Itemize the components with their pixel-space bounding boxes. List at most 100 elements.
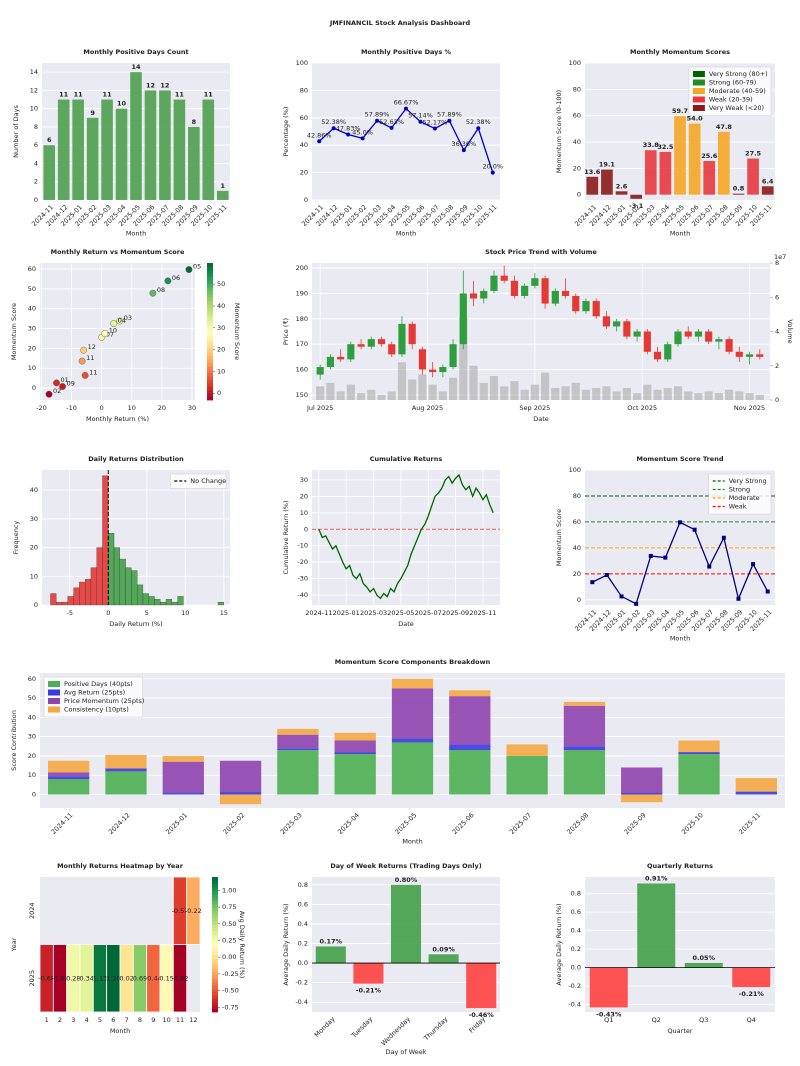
candle-body	[653, 351, 662, 360]
x-tick-label: 0	[106, 609, 110, 617]
data-label: 52.38%	[321, 118, 346, 126]
colorbar-segment	[207, 345, 213, 350]
volume-bar	[704, 391, 713, 400]
y-axis-label: Percentage (%)	[282, 107, 290, 157]
y-tick-label: 2025	[28, 970, 36, 987]
candle-body	[337, 356, 345, 360]
x-tick-label: 6	[111, 1016, 115, 1024]
stacked-bar-segment	[621, 794, 663, 803]
volume-bar	[479, 382, 488, 400]
stacked-bar-segment	[678, 752, 720, 754]
x-tick-label: -5	[66, 609, 72, 617]
y-tick-label: 20	[28, 752, 36, 760]
plot-area	[40, 263, 195, 400]
plot-area	[312, 470, 500, 605]
y-tick-label: 150	[296, 391, 308, 399]
y-tick-label: 0	[577, 596, 581, 604]
colorbar-segment	[212, 914, 218, 918]
candle-body	[510, 280, 518, 296]
colorbar-segment	[207, 393, 213, 397]
colorbar-segment	[212, 985, 218, 989]
volume-bar	[684, 391, 693, 400]
bar	[188, 126, 200, 200]
data-label: 13.6	[584, 168, 601, 176]
y-tick-label: -0.2	[295, 979, 308, 987]
marker	[604, 573, 609, 578]
x-tick-label: 10	[181, 609, 189, 617]
stacked-bar-segment	[277, 728, 319, 735]
y-tick-label: 100	[569, 59, 581, 67]
stacked-bar-segment	[277, 748, 319, 751]
colorbar-segment	[207, 310, 213, 315]
y-tick-label: 8	[34, 123, 38, 131]
y-tick-label: 0.6	[571, 908, 581, 916]
point	[80, 346, 88, 354]
y-tick-label: 10	[28, 364, 36, 372]
volume-bar	[541, 372, 550, 400]
colorbar-tick-label: 0	[217, 389, 221, 397]
x-tick-label: Jul 2025	[306, 404, 333, 412]
colorbar-segment	[212, 968, 218, 972]
colorbar-segment	[212, 917, 218, 922]
data-label: 11	[103, 91, 113, 99]
stacked-bar-segment	[334, 754, 376, 795]
y-tick-label: -0.4	[568, 1001, 581, 1009]
y-tick-label: 14	[30, 68, 38, 76]
bar	[637, 883, 676, 968]
volume-bar	[459, 317, 468, 400]
colorbar-tick-label: 50	[217, 280, 225, 288]
volume-bar	[469, 365, 478, 400]
cell-label: 0.34	[79, 974, 93, 982]
chart-title: Monthly Returns Heatmap by Year	[57, 862, 184, 870]
volume-bar	[438, 391, 447, 400]
colorbar-tick-label: 10	[217, 367, 225, 375]
volume-bar	[571, 382, 580, 400]
marker	[432, 126, 437, 131]
bar	[684, 962, 723, 968]
histogram-bar	[217, 601, 224, 606]
colorbar-tick-label: 0.00	[222, 953, 236, 961]
y2-tick-label: 6	[775, 293, 779, 301]
y-tick-label: 0.8	[571, 890, 581, 898]
stacked-bar-segment	[449, 690, 491, 697]
candle-body	[572, 295, 580, 312]
x-tick-label: 2025-09	[442, 609, 469, 617]
colorbar-segment	[207, 324, 213, 329]
candle-body	[643, 331, 651, 352]
x-axis-label: Day of Week	[385, 1048, 426, 1056]
stacked-bar-segment	[219, 794, 262, 805]
y-axis-label: Score Contribution	[10, 710, 18, 771]
legend-label: Consistency (10pts)	[64, 706, 129, 714]
y-tick-label: -20	[297, 558, 308, 566]
y-tick-label: 10	[30, 105, 38, 113]
data-label: 47.8	[716, 123, 733, 131]
x-tick-label: Oct 2025	[627, 404, 657, 412]
y-axis-label: Number of Days	[12, 105, 20, 158]
stacked-bar-segment	[48, 772, 90, 777]
colorbar-tick-label: -0.75	[222, 1003, 239, 1011]
colorbar-segment	[207, 263, 213, 267]
stacked-bar-segment	[334, 740, 376, 753]
colorbar-segment	[212, 941, 218, 945]
candle-body	[480, 290, 488, 299]
x-tick-label: Aug 2025	[412, 404, 443, 412]
stacked-bar-segment	[563, 746, 606, 751]
marker	[663, 555, 668, 560]
y-tick-label: 160	[296, 366, 308, 374]
marker	[692, 527, 697, 532]
legend-swatch	[692, 96, 705, 103]
colorbar-segment	[212, 958, 218, 962]
y-tick-label: 190	[296, 289, 308, 297]
bar	[589, 967, 628, 1008]
colorbar-segment	[207, 369, 213, 373]
bar	[144, 90, 157, 200]
x-tick-label: 3	[71, 1016, 75, 1024]
colorbar-segment	[207, 379, 213, 384]
y-tick-label: 2	[34, 178, 38, 186]
y2-offset-label: 1e7	[774, 253, 786, 261]
data-label: 33.8	[643, 141, 660, 149]
legend-label: Strong (60-79)	[709, 79, 756, 87]
candle-body	[326, 356, 334, 368]
volume-bar	[673, 386, 683, 400]
